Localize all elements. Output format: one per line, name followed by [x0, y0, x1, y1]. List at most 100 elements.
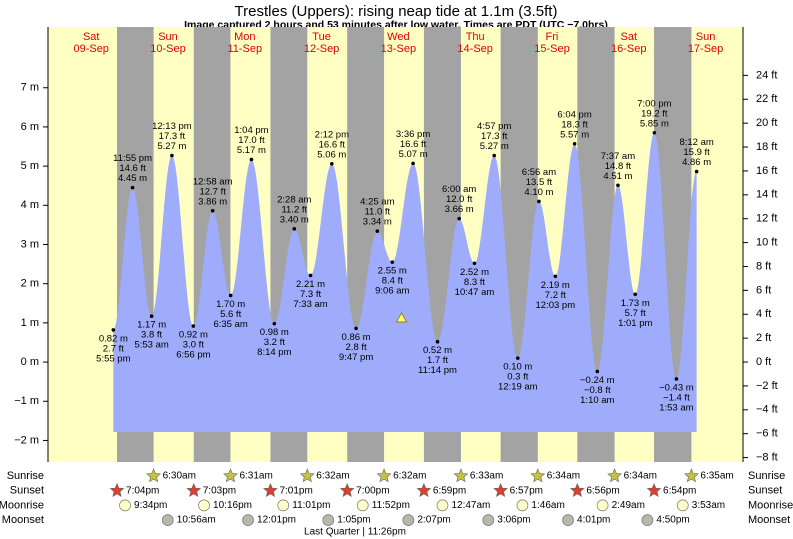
row-icon	[676, 499, 689, 512]
y2-tick-label: −2 ft	[756, 380, 778, 392]
day-date: 10-Sep	[150, 43, 185, 55]
tide-label: 4.10 m	[524, 187, 553, 198]
tide-label: 2.21 m	[296, 279, 325, 290]
tide-label: 7:37 am	[601, 151, 635, 162]
row-icon	[376, 468, 392, 483]
row-time: 6:32am	[316, 471, 349, 482]
y2-tick-label: 14 ft	[756, 189, 777, 201]
tide-label: 0.82 m	[99, 333, 128, 344]
tide-label: 3.86 m	[198, 196, 227, 207]
day-date: 15-Sep	[534, 43, 569, 55]
row-icon	[596, 499, 609, 512]
tide-point	[111, 328, 116, 332]
tide-label: 16.6 ft	[400, 139, 427, 150]
tide-label: 5:55 pm	[96, 353, 130, 364]
tide-point	[249, 157, 254, 162]
tide-label: 10:47 am	[455, 287, 495, 298]
tide-label: 0.92 m	[179, 330, 208, 341]
row-time: 6:30am	[163, 471, 196, 482]
y-tick-label: −1 m	[14, 395, 39, 407]
tide-label: 4.86 m	[682, 157, 711, 168]
row-label-right: Sunrise	[748, 470, 785, 482]
tide-label: 8.4 ft	[382, 276, 403, 287]
day-name: Fri	[546, 31, 559, 43]
tide-label: 12.0 ft	[446, 194, 473, 205]
tide-label: 4:25 am	[360, 197, 394, 208]
tide-label: 0.98 m	[260, 327, 289, 338]
tide-label: 1.7 ft	[427, 355, 448, 366]
tide-label: 3.8 ft	[141, 330, 162, 341]
y2-tick-label: 12 ft	[756, 213, 777, 225]
tide-point	[515, 356, 520, 360]
tide-label: 5.57 m	[560, 129, 589, 140]
tide-label: 12:03 pm	[536, 300, 576, 311]
tide-point	[633, 292, 638, 297]
row-icon	[322, 514, 335, 526]
row-icon	[436, 499, 449, 512]
y-tick-label: 6 m	[21, 121, 39, 133]
tide-label: 7.3 ft	[300, 289, 321, 300]
row-icon	[146, 468, 161, 483]
tide-label: 4.45 m	[118, 173, 147, 184]
y2-tick-label: 4 ft	[756, 308, 771, 320]
row-icon	[161, 514, 174, 526]
day-date: 11-Sep	[227, 43, 262, 55]
tide-label: 5.85 m	[640, 118, 669, 129]
tide-point	[674, 377, 679, 381]
y-tick-label: 5 m	[21, 160, 39, 172]
day-date: 13-Sep	[381, 43, 416, 55]
row-time: 2:07pm	[417, 515, 450, 526]
tide-label: 0.3 ft	[507, 372, 528, 383]
y-tick-label: −2 m	[14, 434, 39, 446]
tide-label: 12:19 am	[498, 382, 538, 393]
tide-label: 2.55 m	[378, 266, 407, 277]
y2-tick-label: −4 ft	[756, 404, 778, 416]
tide-point	[210, 208, 215, 213]
row-icon	[223, 468, 238, 483]
tide-label: 2:28 am	[277, 194, 311, 205]
tide-label: 4.51 m	[603, 171, 632, 182]
tide-point	[492, 153, 497, 158]
tide-label: 3.0 ft	[183, 340, 204, 351]
y2-tick-label: 24 ft	[756, 69, 777, 81]
day-name: Wed	[387, 31, 409, 43]
row-time: 7:01pm	[279, 485, 312, 496]
tide-point	[694, 169, 699, 174]
y2-tick-label: 18 ft	[756, 141, 777, 153]
y2-tick-label: 0 ft	[756, 356, 771, 368]
tide-point	[595, 369, 600, 374]
tide-label: 6:35 am	[213, 319, 247, 330]
tide-point	[292, 227, 297, 231]
y2-tick-label: 2 ft	[756, 332, 771, 344]
day-date: 09-Sep	[73, 43, 108, 55]
row-time: 12:47am	[451, 500, 490, 511]
y2-tick-label: −8 ft	[756, 451, 778, 463]
tide-label: 5.27 m	[480, 141, 509, 152]
tide-label: 13.5 ft	[526, 177, 553, 188]
tide-label: 9:47 pm	[339, 352, 373, 363]
y2-tick-label: 20 ft	[756, 117, 777, 129]
row-time: 7:04pm	[126, 485, 159, 496]
tide-label: 5.06 m	[317, 149, 346, 160]
row-time: 2:49am	[612, 500, 645, 511]
row-label-right: Sunset	[748, 485, 782, 497]
row-icon	[109, 482, 125, 497]
day-date: 16-Sep	[611, 43, 646, 55]
tide-label: 8.3 ft	[464, 277, 485, 288]
tide-label: 6:56 pm	[176, 350, 210, 361]
tide-label: 12:13 pm	[152, 121, 192, 132]
tide-point	[435, 339, 440, 344]
row-icon	[569, 482, 585, 497]
row-label-left: Sunset	[10, 485, 44, 497]
tide-label: 16.6 ft	[319, 139, 346, 150]
row-time: 6:57pm	[510, 485, 543, 496]
tide-label: 12:58 am	[193, 176, 233, 187]
tide-label: 2:12 pm	[315, 129, 349, 140]
tide-label: 2.52 m	[460, 267, 489, 278]
tide-label: 3.34 m	[363, 217, 392, 228]
tide-label: 2.19 m	[541, 280, 570, 291]
row-time: 7:03pm	[203, 485, 236, 496]
row-icon	[562, 514, 574, 526]
row-time: 9:34pm	[134, 500, 167, 511]
row-icon	[339, 482, 355, 497]
